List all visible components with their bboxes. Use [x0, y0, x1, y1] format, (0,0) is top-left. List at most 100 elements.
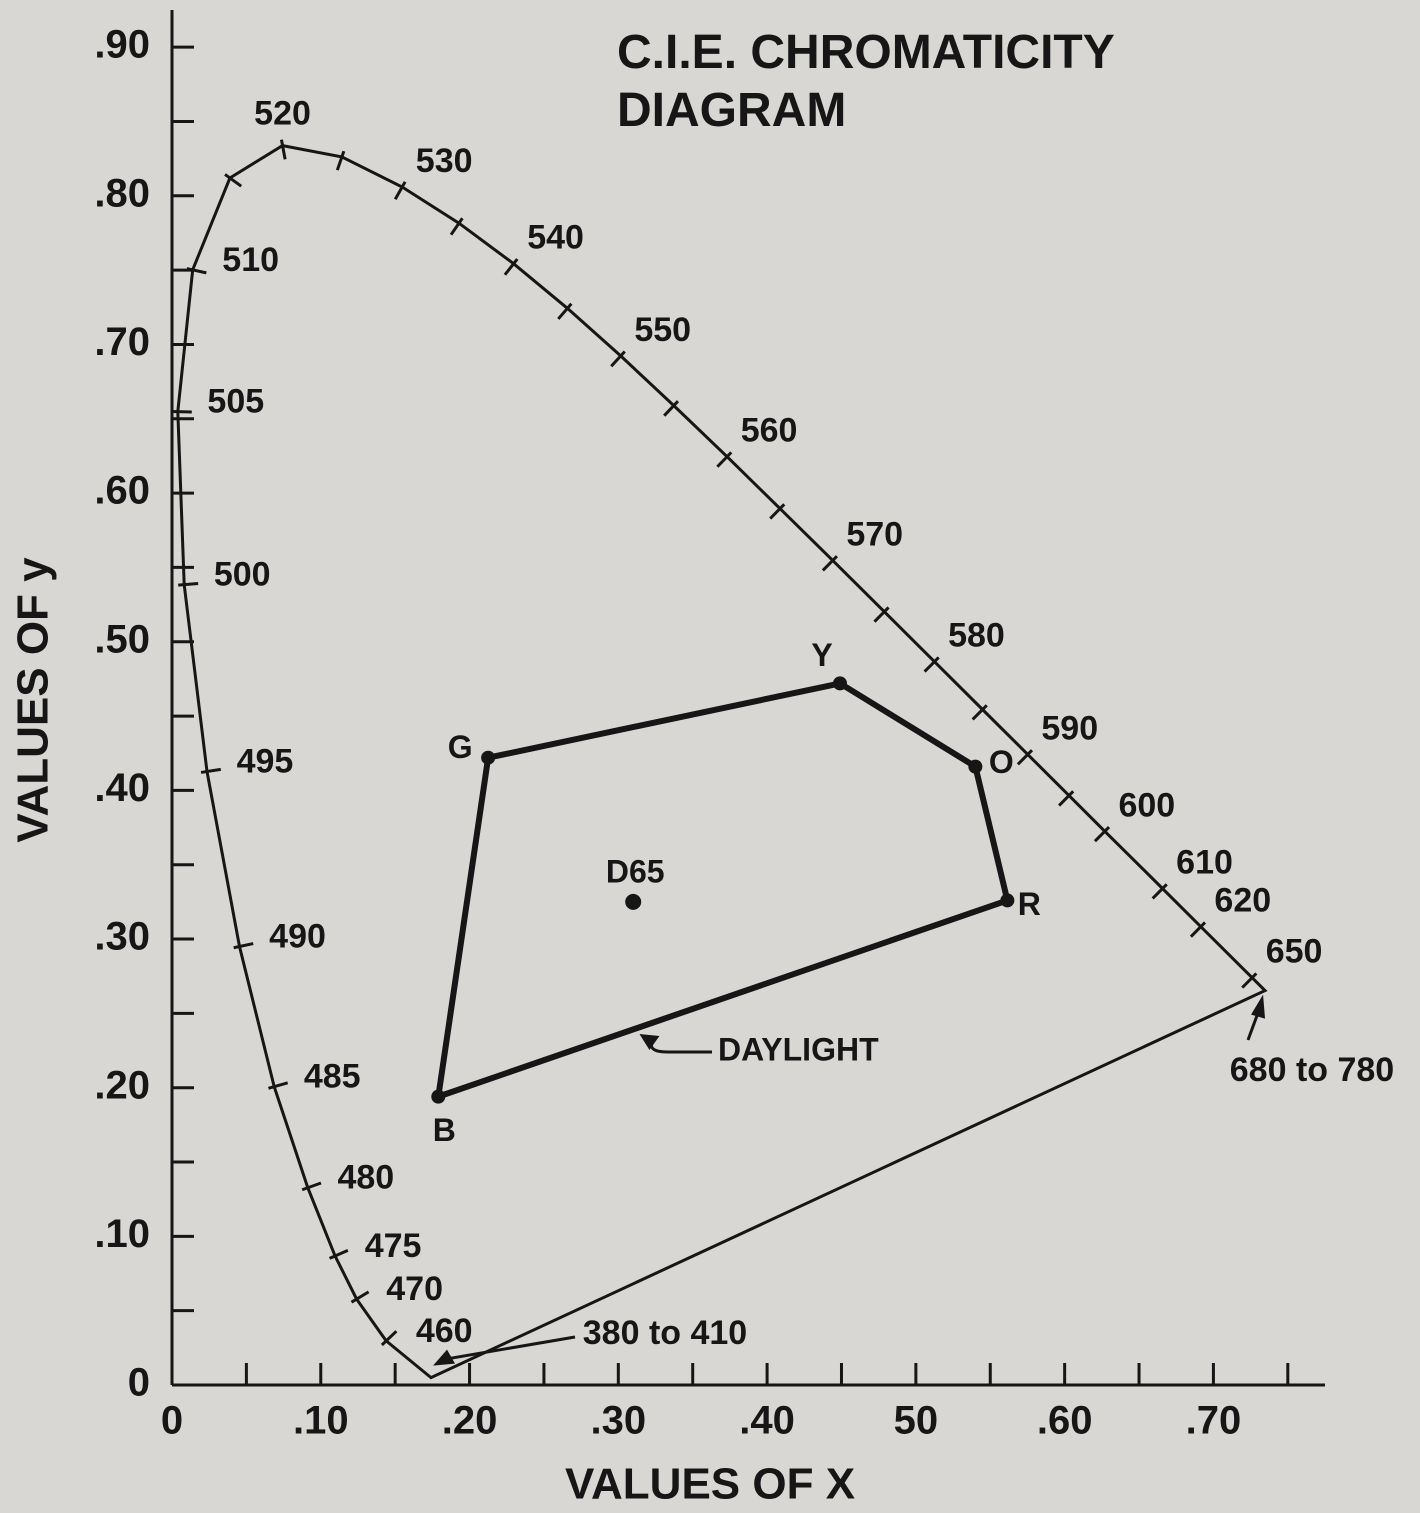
wavelength-tick [1058, 790, 1075, 807]
gamut-point [481, 750, 496, 765]
wavelength-label: 580 [948, 617, 1005, 655]
wavelength-label: 485 [304, 1058, 361, 1096]
gamut-label: G [448, 729, 473, 765]
x-tick-label: .30 [591, 1399, 647, 1443]
wavelength-tick [503, 258, 519, 276]
arrowhead [1251, 994, 1266, 1019]
x-tick-label: .70 [1186, 1399, 1242, 1443]
x-tick-label: .20 [442, 1399, 498, 1443]
wavelength-tick [663, 400, 680, 417]
gamut-point [968, 759, 983, 774]
wavelength-tick [380, 1330, 398, 1347]
gamut-point [832, 676, 847, 691]
wavelength-label: 510 [222, 241, 279, 279]
wavelength-tick [393, 181, 407, 200]
y-tick-label: .50 [94, 617, 150, 661]
wavelength-label: 650 [1266, 933, 1323, 971]
wavelength-tick [873, 606, 890, 623]
wavelength-tick [301, 1181, 322, 1192]
wavelength-tick [186, 267, 207, 275]
wavelength-tick [1016, 749, 1034, 766]
wavelength-label: 505 [207, 383, 264, 421]
y-tick-label: 0 [128, 1361, 150, 1405]
wavelength-tick [178, 582, 199, 587]
wavelength-tick [233, 942, 254, 950]
arrow [442, 1335, 576, 1362]
wavelength-label: 560 [741, 412, 798, 450]
y-tick-label: .70 [94, 320, 150, 364]
x-tick-label: .10 [293, 1399, 349, 1443]
arrowhead [639, 1033, 660, 1050]
y-tick-label: .30 [94, 915, 150, 959]
gamut-edge [487, 680, 841, 761]
y-tick-label: .80 [94, 171, 150, 215]
arrow [649, 1043, 712, 1054]
wavelength-label: 600 [1118, 786, 1175, 824]
wavelength-tick [923, 656, 940, 673]
gamut-edge [435, 757, 492, 1098]
wavelength-tick [769, 503, 786, 520]
wavelength-tick [224, 173, 243, 188]
x-tick-label: 50 [894, 1399, 939, 1443]
gamut-label: O [989, 744, 1014, 780]
y-tick-label: .60 [94, 469, 150, 513]
wavelength-tick [610, 350, 626, 368]
wavelength-tick [1241, 972, 1258, 989]
wavelength-label: 470 [386, 1270, 443, 1308]
wavelength-label: 500 [214, 556, 271, 594]
gamut-edge [838, 680, 977, 770]
wavelength-tick [716, 451, 733, 468]
wavelength-label: 520 [254, 95, 311, 133]
wavelength-tick [821, 555, 838, 572]
wavelength-tick [171, 409, 192, 414]
wavelength-tick [449, 217, 464, 236]
x-tick-label: .60 [1037, 1399, 1093, 1443]
x-tick-label: 0 [161, 1399, 183, 1443]
wavelength-tick [557, 302, 573, 320]
wavelength-tick [1151, 883, 1168, 900]
y-tick-label: .20 [94, 1063, 150, 1107]
wavelength-label: 620 [1214, 882, 1271, 920]
wavelength-tick [1093, 825, 1111, 843]
wavelength-label: 680 to 780 [1230, 1051, 1394, 1089]
wavelength-label: 570 [846, 515, 903, 553]
wavelength-tick [335, 150, 346, 171]
gamut-point [431, 1089, 446, 1104]
wavelength-tick [350, 1290, 370, 1304]
wavelength-label: 590 [1041, 709, 1098, 747]
wavelength-tick [200, 767, 222, 774]
wavelength-label: 530 [416, 142, 473, 180]
x-axis-label: VALUES OF X [565, 1460, 855, 1509]
wavelength-tick [1189, 921, 1207, 938]
white-point [625, 893, 642, 910]
wavelength-label: 380 to 410 [583, 1314, 747, 1352]
wavelength-tick [328, 1248, 349, 1260]
y-tick-label: .10 [94, 1212, 150, 1256]
gamut-label: R [1018, 886, 1041, 922]
y-tick-label: .90 [94, 23, 150, 67]
wavelength-label: 460 [416, 1312, 473, 1350]
wavelength-label: 540 [527, 219, 584, 257]
wavelength-tick [268, 1081, 289, 1090]
wavelength-label: 495 [237, 743, 294, 781]
wavelength-label: 480 [337, 1159, 394, 1197]
wavelength-label: 550 [634, 311, 691, 349]
chart-title: C.I.E. CHROMATICITY DIAGRAM [617, 26, 1115, 137]
gamut-point [1000, 893, 1015, 908]
wavelength-tick [279, 139, 287, 160]
arrowhead [433, 1349, 456, 1366]
wavelength-label: 490 [269, 917, 326, 955]
gamut-edge [972, 765, 1011, 902]
spectral-locus [176, 144, 1268, 1380]
y-tick-label: .40 [94, 766, 150, 810]
annotation: DAYLIGHT [718, 1031, 879, 1067]
wavelength-label: 610 [1176, 843, 1233, 881]
gamut-label: Y [811, 637, 832, 673]
wavelength-label: 475 [365, 1227, 422, 1265]
gamut-edge [437, 897, 1009, 1100]
gamut-label: B [433, 1112, 456, 1148]
x-tick-label: .40 [739, 1399, 795, 1443]
white-point-label: D65 [606, 853, 665, 889]
